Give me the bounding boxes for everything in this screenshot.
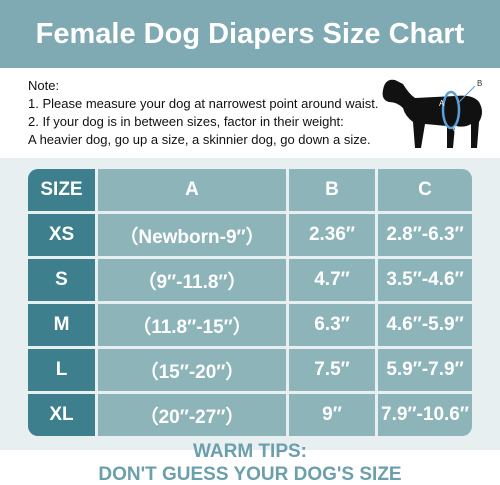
- note-line: 1. Please measure your dog at narrowest …: [28, 96, 379, 111]
- note-line: 2. If your dog is in between sizes, fact…: [28, 114, 344, 129]
- footer-line: WARM TIPS:: [193, 441, 307, 462]
- waist-band: [441, 90, 461, 130]
- table-cell: 7.5″: [289, 349, 375, 391]
- table-cell: XS: [28, 214, 95, 256]
- table-cell: 7.9″-10.6″: [378, 394, 472, 436]
- table-cell: （15″-20″）: [98, 349, 286, 391]
- header-cell: C: [378, 169, 472, 211]
- table-cell: 2.36″: [289, 214, 375, 256]
- table-cell: M: [28, 304, 95, 346]
- dog-illustration: A B C: [382, 79, 482, 148]
- label: A: [439, 99, 445, 108]
- title: Female Dog Diapers Size Chart: [0, 0, 500, 68]
- table-cell: 4.7″: [289, 259, 375, 301]
- pointer: [458, 85, 476, 103]
- table-cell: 5.9″-7.9″: [378, 349, 472, 391]
- dog-silhouette: [382, 79, 482, 148]
- label: C: [453, 125, 459, 134]
- header-cell: B: [289, 169, 375, 211]
- table-cell: XL: [28, 394, 95, 436]
- table-cell: （11.8″-15″）: [98, 304, 286, 346]
- table-cell: L: [28, 349, 95, 391]
- table-cell: 4.6″-5.9″: [378, 304, 472, 346]
- table-cell: （20″-27″）: [98, 394, 286, 436]
- table-cell: 2.8″-6.3″: [378, 214, 472, 256]
- table-cell: （Newborn-9″）: [98, 214, 286, 256]
- table-cell: 6.3″: [289, 304, 375, 346]
- table-cell: 3.5″-4.6″: [378, 259, 472, 301]
- table-cell: 9″: [289, 394, 375, 436]
- note-heading: Note:: [28, 78, 60, 93]
- header-cell: SIZE: [28, 169, 95, 211]
- note-line: A heavier dog, go up a size, a skinnier …: [28, 132, 371, 147]
- footer-line: DON'T GUESS YOUR DOG'S SIZE: [98, 464, 402, 485]
- table-cell: S: [28, 259, 95, 301]
- label: B: [477, 79, 482, 88]
- table-cell: （9″-11.8″）: [98, 259, 286, 301]
- header-cell: A: [98, 169, 286, 211]
